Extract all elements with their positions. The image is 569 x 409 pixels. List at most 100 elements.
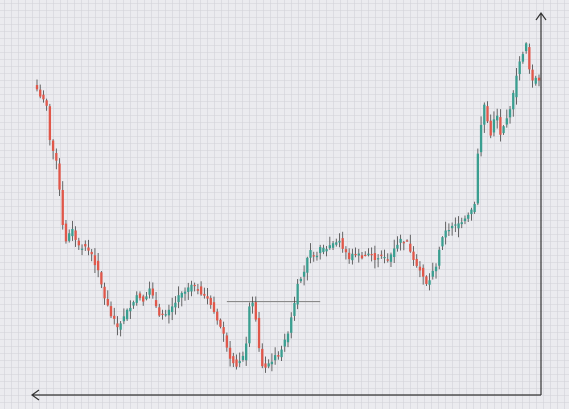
candle — [335, 238, 338, 247]
candle — [286, 331, 290, 348]
candle — [450, 222, 454, 236]
candle — [267, 359, 270, 369]
candle-body-up — [290, 317, 293, 333]
candle — [463, 215, 467, 225]
candle — [203, 287, 206, 299]
candle-body-up — [473, 204, 476, 213]
candle-body-up — [438, 249, 441, 266]
candle — [315, 251, 319, 261]
candle-body-down — [212, 302, 216, 313]
candle — [135, 291, 138, 306]
candle-body-down — [209, 297, 212, 305]
candle-body-up — [389, 254, 393, 262]
candle-body-down — [418, 266, 422, 271]
candle-body-down — [421, 267, 425, 277]
candle — [338, 233, 341, 248]
candle-body-down — [109, 306, 113, 317]
candle-body-up — [267, 363, 270, 367]
candle-body-up — [280, 349, 283, 358]
candle-body-up — [325, 249, 328, 252]
candle-body-up — [248, 306, 251, 344]
candle — [264, 356, 267, 373]
candle-body-down — [228, 347, 232, 359]
candle-body-down — [232, 356, 235, 364]
candle-body-up — [125, 309, 129, 320]
candle-body-down — [257, 317, 261, 349]
candle-body-down — [142, 296, 145, 302]
candle-body-down — [64, 223, 68, 242]
candle-body-down — [409, 243, 412, 252]
candle-body-down — [48, 106, 52, 141]
candle-body-up — [135, 295, 138, 303]
candle-body-down — [261, 348, 264, 367]
candle — [84, 240, 87, 251]
candle — [39, 84, 42, 99]
candle-body-down — [235, 359, 238, 367]
candle — [119, 321, 122, 337]
candle — [68, 229, 71, 243]
candle-body-up — [338, 240, 341, 243]
candle — [457, 216, 460, 238]
candle-body-down — [341, 238, 344, 249]
candle-body-down — [225, 335, 229, 348]
candle-body-down — [51, 140, 55, 151]
candle — [431, 262, 434, 280]
candle-body-down — [100, 272, 103, 285]
candle-body-down — [161, 313, 164, 315]
candle — [61, 181, 64, 230]
candle-body-down — [277, 355, 280, 357]
candle-body-up — [331, 243, 335, 248]
candle-body-down — [380, 254, 383, 256]
candle — [254, 296, 257, 322]
candle-body-up — [174, 302, 177, 308]
candle — [351, 248, 354, 265]
candle — [71, 220, 74, 241]
candle — [45, 98, 48, 111]
candle-body-up — [132, 302, 135, 306]
candle-body-down — [90, 251, 93, 255]
candle-body-down — [42, 94, 45, 100]
candle — [499, 109, 502, 142]
candle — [325, 246, 328, 257]
candle — [515, 68, 518, 105]
candle-body-up — [71, 228, 74, 237]
candle — [80, 244, 84, 256]
candle — [444, 221, 447, 245]
candle — [296, 279, 299, 310]
candle-body-up — [190, 284, 193, 292]
candle — [74, 226, 77, 247]
candle — [396, 236, 399, 252]
candle — [309, 243, 312, 264]
candle-body-up — [357, 253, 360, 256]
candle — [360, 251, 364, 260]
candle-body-up — [167, 309, 171, 316]
candle-body-up — [238, 361, 241, 364]
candle — [380, 250, 383, 259]
candle-body-up — [524, 43, 528, 52]
candle-body-up — [457, 223, 460, 229]
candle-body-up — [351, 253, 354, 261]
candle — [518, 56, 521, 81]
candle-body-up — [122, 316, 126, 322]
candle-body-up — [328, 245, 331, 249]
candle — [364, 251, 367, 257]
candle — [373, 245, 377, 269]
candle — [219, 318, 222, 329]
candle — [521, 51, 525, 64]
candle — [496, 108, 499, 129]
candle-body-down — [45, 100, 48, 106]
candle-body-down — [405, 240, 409, 242]
candle-body-down — [425, 276, 428, 284]
candle — [328, 236, 331, 250]
candle — [103, 282, 106, 305]
candle — [177, 286, 180, 309]
candle-body-up — [444, 230, 447, 238]
candle — [206, 288, 209, 305]
candle — [489, 114, 492, 139]
candle-body-up — [286, 333, 290, 343]
candle-body-down — [77, 240, 80, 246]
candle-body-up — [467, 214, 470, 219]
candle — [129, 300, 132, 319]
candle-body-up — [283, 339, 286, 347]
candle — [225, 332, 229, 352]
